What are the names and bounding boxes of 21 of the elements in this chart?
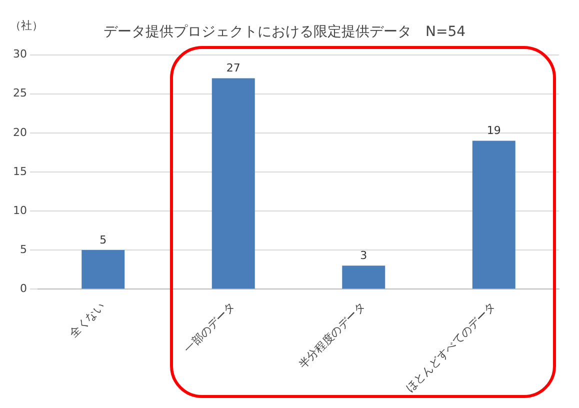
bar (342, 266, 386, 289)
y-tick-label: 5 (20, 242, 27, 256)
x-tick-label: 半分程度のデータ (296, 300, 368, 372)
y-tick-label: 0 (20, 282, 27, 295)
bar (212, 78, 255, 289)
y-tick-label: 15 (12, 164, 27, 178)
bar (472, 140, 516, 289)
x-tick-label: 一部のデータ (182, 300, 238, 356)
bar (82, 250, 125, 289)
x-tick-label: ほとんどすべてのデータ (403, 300, 498, 394)
y-tick-label: 20 (12, 126, 27, 139)
y-axis-title: （社） (10, 18, 43, 33)
y-tick-label: 30 (12, 48, 27, 61)
y-tick-label: 25 (12, 86, 27, 100)
chart-title: データ提供プロジェクトにおける限定提供データ N=54 (103, 24, 466, 40)
x-tick-label: 全くない (66, 300, 108, 340)
data-label: 19 (486, 124, 501, 138)
data-label: 5 (100, 233, 107, 246)
data-label: 3 (360, 249, 368, 262)
data-label: 27 (226, 62, 240, 75)
y-tick-label: 10 (12, 204, 27, 217)
